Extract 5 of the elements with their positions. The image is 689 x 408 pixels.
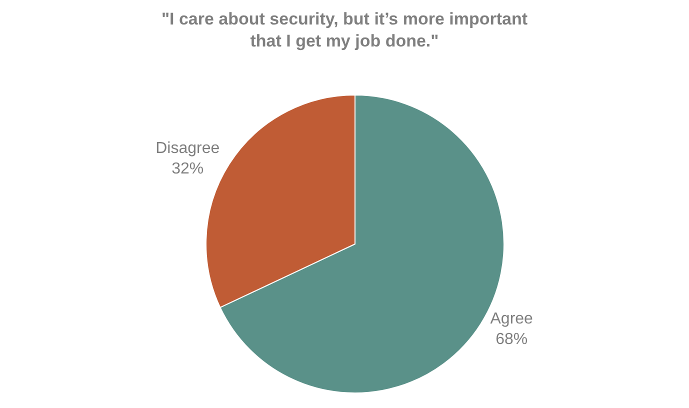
slice-label: Agree <box>490 310 534 328</box>
data-label: 68% <box>496 331 528 348</box>
chart-title: "I care about security, but it’s more important that I get my job done." <box>161 9 528 51</box>
data-label: 32% <box>172 160 204 178</box>
slice-label: Disagree <box>156 140 220 157</box>
